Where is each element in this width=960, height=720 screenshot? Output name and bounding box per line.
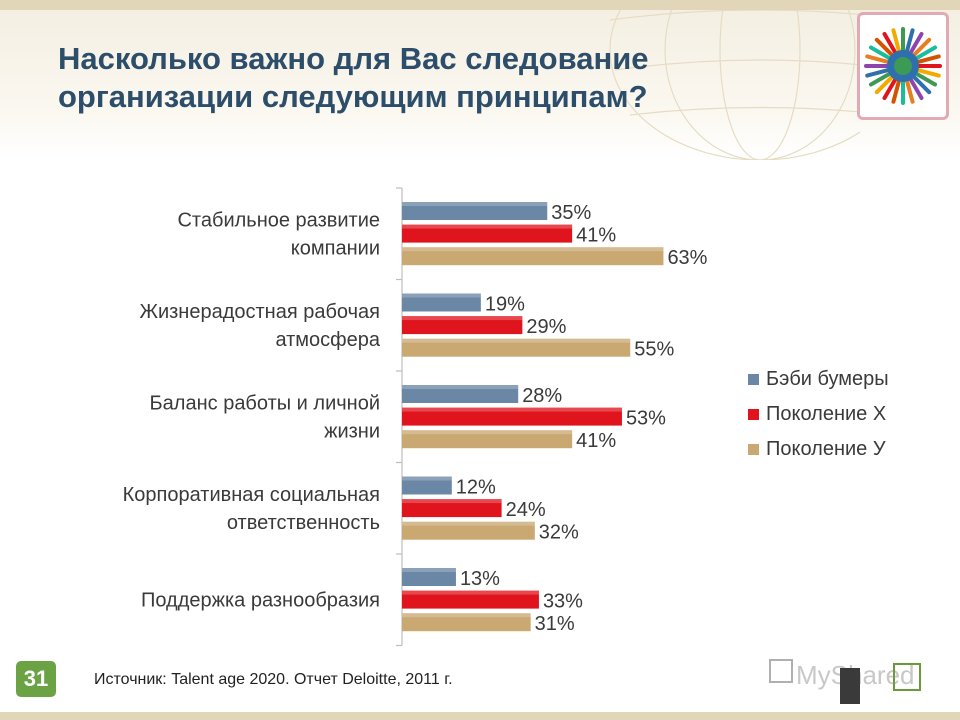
legend-swatch	[748, 409, 759, 420]
logo-figure	[916, 54, 941, 64]
bottom-frame	[0, 712, 960, 720]
bar	[402, 613, 531, 632]
bar-highlight	[402, 247, 664, 252]
bar	[402, 521, 535, 540]
category-label: Поддержка разнообразия	[141, 590, 380, 612]
bar	[402, 224, 573, 243]
bar-highlight	[402, 521, 535, 526]
data-label: 55%	[634, 339, 674, 361]
bar	[402, 476, 452, 495]
bar-highlight	[402, 430, 573, 435]
bar	[402, 293, 481, 312]
data-label: 33%	[543, 591, 583, 613]
logo-figure	[905, 28, 915, 53]
logo-figure	[868, 72, 892, 87]
data-label: 24%	[506, 499, 546, 521]
people-circle-logo-icon	[864, 27, 942, 105]
bar	[402, 316, 523, 335]
data-label: 19%	[485, 294, 525, 316]
watermark-logo: MyShared	[769, 659, 921, 704]
bar	[402, 202, 548, 220]
category-label: Жизнерадостная рабочая	[140, 301, 381, 323]
watermark-box-icon	[893, 663, 921, 691]
category-label: Стабильное развитие	[177, 210, 380, 232]
bar	[402, 247, 664, 266]
logo-figure	[891, 28, 901, 53]
logo-figure	[865, 68, 890, 78]
category-label: ответственность	[227, 512, 380, 534]
logo-figure	[905, 79, 915, 104]
bar-highlight	[402, 338, 631, 343]
source-note: Источник: Talent age 2020. Отчет Deloitt…	[94, 671, 453, 688]
bar-highlight	[402, 476, 452, 481]
watermark-cart-icon	[769, 659, 793, 683]
bar	[402, 590, 539, 609]
bar-highlight	[402, 499, 502, 504]
bar	[402, 338, 631, 357]
data-label: 12%	[456, 477, 496, 499]
bar-highlight	[402, 385, 519, 389]
logo-figure	[909, 77, 924, 101]
logo-figure	[882, 77, 897, 101]
legend-swatch	[748, 374, 759, 385]
logo-figure	[916, 68, 941, 78]
category-label: Баланс работы и личной	[150, 393, 380, 415]
logo-figure	[914, 72, 938, 87]
data-label: 32%	[539, 522, 579, 544]
bar-highlight	[402, 590, 539, 595]
bar-highlight	[402, 568, 456, 572]
category-label: компании	[291, 238, 380, 260]
bar	[402, 385, 519, 403]
data-label: 29%	[526, 316, 566, 338]
logo-figure	[909, 31, 924, 55]
bar-highlight	[402, 202, 548, 206]
category-label: жизни	[324, 421, 380, 443]
bar	[402, 568, 456, 586]
data-label: 53%	[626, 408, 666, 430]
top-frame	[0, 0, 960, 10]
bar-highlight	[402, 293, 481, 298]
data-label: 41%	[576, 430, 616, 452]
logo-figure	[882, 31, 897, 55]
logo-figure	[914, 45, 938, 60]
logo-figure	[865, 54, 890, 64]
logo-figure	[874, 37, 894, 57]
data-label: 63%	[667, 247, 707, 269]
data-label: 35%	[551, 202, 591, 224]
category-label: атмосфера	[275, 329, 380, 351]
bar-highlight	[402, 407, 622, 412]
data-label: 41%	[576, 225, 616, 247]
globe-decoration-icon	[609, 10, 860, 160]
legend-swatch	[748, 444, 759, 455]
data-label: 28%	[522, 385, 562, 407]
data-label: 31%	[535, 613, 575, 635]
category-label: Корпоративная социальная	[123, 484, 380, 506]
bar	[402, 407, 622, 426]
legend-label: Бэби бумеры	[766, 368, 889, 390]
logo-figure	[874, 75, 894, 95]
bar-highlight	[402, 613, 531, 618]
bar	[402, 499, 502, 518]
logo-icon	[857, 12, 949, 120]
logo-figure	[912, 37, 932, 57]
slide-number-badge: 31	[16, 661, 56, 697]
logo-figure	[912, 75, 932, 95]
bar-highlight	[402, 224, 573, 229]
logo-figure	[891, 79, 901, 104]
legend-label: Поколение Х	[766, 403, 886, 425]
data-label: 13%	[460, 568, 500, 590]
legend-label: Поколение У	[766, 438, 886, 460]
logo-figure	[868, 45, 892, 60]
slide-title: Насколько важно для Вас следование орган…	[58, 41, 649, 114]
bar	[402, 430, 573, 449]
watermark-emblem-icon	[840, 668, 860, 704]
bar-highlight	[402, 316, 523, 321]
